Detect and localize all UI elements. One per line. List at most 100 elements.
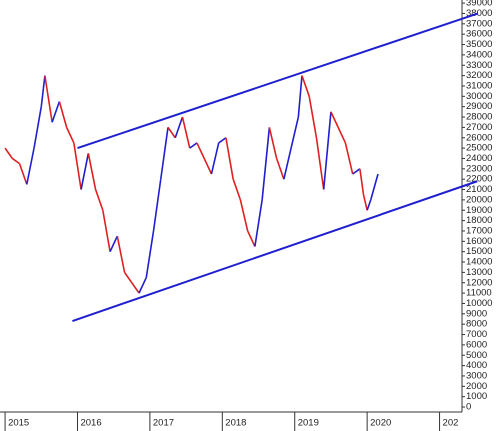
price-segment <box>51 101 61 123</box>
y-tick-label: 23000 <box>466 163 492 174</box>
y-tick-label: 19000 <box>466 205 492 216</box>
price-segment <box>315 137 325 190</box>
y-tick-label: 26000 <box>466 132 492 143</box>
price-segment <box>152 179 162 232</box>
y-tick-label: 21000 <box>466 184 492 195</box>
y-tick-label: 25000 <box>466 143 492 154</box>
price-segment <box>65 127 75 144</box>
y-tick-label: 2000 <box>466 381 487 392</box>
y-tick-label: 12000 <box>466 277 492 288</box>
y-tick-label: 31000 <box>466 80 492 91</box>
y-tick-label: 6000 <box>466 339 487 350</box>
price-segment <box>369 173 379 201</box>
price-segment <box>203 158 213 175</box>
y-tick-label: 18000 <box>466 215 492 226</box>
y-tick-label: 22000 <box>466 174 492 185</box>
price-segment <box>268 127 278 159</box>
price-segment <box>167 126 176 139</box>
price-segment <box>26 147 35 185</box>
price-segment <box>232 178 242 201</box>
price-segment <box>138 277 148 294</box>
y-tick-label: 17000 <box>466 225 492 236</box>
price-segment <box>109 235 119 253</box>
price-segment <box>73 142 82 190</box>
y-tick-label: 35000 <box>466 39 492 50</box>
price-segment <box>218 137 227 144</box>
y-tick-label: 38000 <box>466 8 492 19</box>
y-tick-label: 8000 <box>466 319 487 330</box>
price-segment <box>80 153 90 190</box>
price-segment <box>174 116 184 139</box>
price-segment <box>283 147 292 180</box>
price-segment <box>359 168 365 195</box>
price-segment <box>159 127 169 180</box>
y-tick-label: 24000 <box>466 153 492 164</box>
x-tick-label: 2018 <box>225 418 246 429</box>
y-tick-label: 15000 <box>466 246 492 257</box>
price-segment <box>40 75 46 107</box>
price-segment <box>322 111 332 190</box>
price-segment <box>290 116 300 149</box>
y-tick-label: 32000 <box>466 70 492 81</box>
y-tick-label: 33000 <box>466 60 492 71</box>
price-segment <box>123 271 133 284</box>
price-segment <box>301 75 310 97</box>
price-segment <box>275 158 285 180</box>
price-segment <box>11 157 21 165</box>
price-segment <box>33 106 43 149</box>
price-segment <box>94 189 104 211</box>
price-segment <box>225 137 234 180</box>
x-tick-label: 2015 <box>8 418 29 429</box>
price-segment <box>116 235 126 273</box>
y-tick-label: 36000 <box>466 29 492 40</box>
price-segment <box>145 230 155 278</box>
y-tick-label: 7000 <box>466 329 487 340</box>
price-segment <box>87 153 97 190</box>
price-segment <box>254 199 263 247</box>
price-segment <box>4 147 13 159</box>
price-segment <box>246 230 256 247</box>
y-tick-label: 30000 <box>466 91 492 102</box>
y-tick-label: 20000 <box>466 194 492 205</box>
price-segment <box>18 163 28 185</box>
y-tick-label: 16000 <box>466 236 492 247</box>
x-tick-label: 202 <box>443 418 459 429</box>
price-segment <box>352 168 361 175</box>
price-segment <box>308 96 318 138</box>
y-tick-label: 29000 <box>466 101 492 112</box>
y-tick-label: 3000 <box>466 370 487 381</box>
price-segment <box>196 142 205 159</box>
y-tick-label: 1000 <box>466 391 487 402</box>
price-segment <box>297 75 303 118</box>
channel-line <box>72 180 478 323</box>
y-tick-label: 13000 <box>466 267 492 278</box>
price-segment <box>131 282 140 294</box>
y-tick-label: 37000 <box>466 18 492 29</box>
x-tick-label: 2019 <box>298 418 319 429</box>
x-tick-label: 2020 <box>370 418 391 429</box>
y-tick-label: 27000 <box>466 122 492 133</box>
x-tick-label: 2016 <box>80 418 101 429</box>
y-tick-label: 4000 <box>466 360 487 371</box>
y-tick-label: 5000 <box>466 350 487 361</box>
y-tick-label: 34000 <box>466 49 492 60</box>
price-segment <box>366 199 372 211</box>
y-tick-label: 9000 <box>466 308 487 319</box>
y-tick-label: 0 <box>466 402 471 413</box>
price-segment <box>181 116 191 149</box>
y-tick-label: 28000 <box>466 112 492 123</box>
price-segment <box>261 127 271 200</box>
price-segment <box>330 111 339 128</box>
price-segment <box>210 142 220 175</box>
y-tick-label: 39000 <box>466 0 492 9</box>
x-tick-label: 2017 <box>153 418 174 429</box>
y-tick-label: 11000 <box>466 288 492 299</box>
price-segment <box>362 194 368 211</box>
price-segment <box>58 101 68 128</box>
channel-line <box>77 12 479 150</box>
price-segment <box>337 127 347 144</box>
price-segment <box>44 75 53 123</box>
y-tick-label: 10000 <box>466 298 492 309</box>
y-tick-label: 14000 <box>466 257 492 268</box>
